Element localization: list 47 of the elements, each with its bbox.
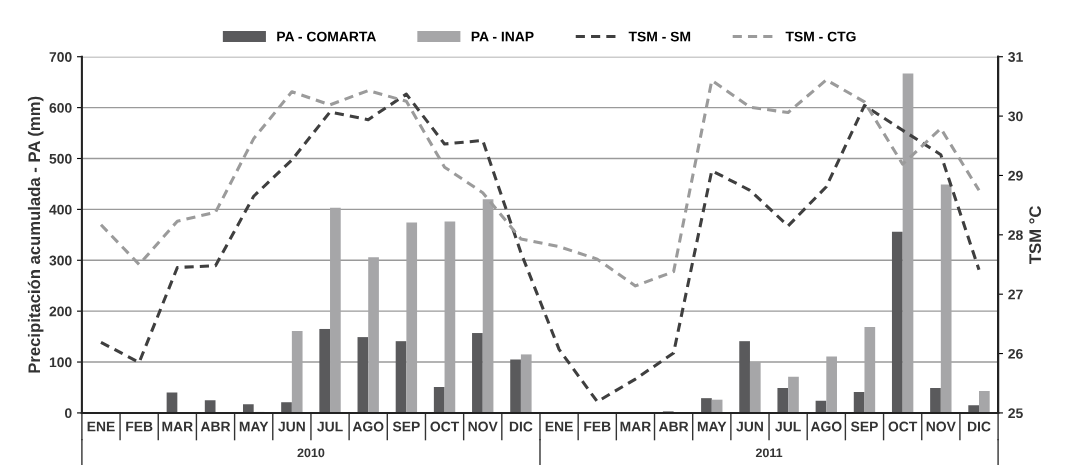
y-tick-label: 300 bbox=[49, 255, 72, 266]
y-tick-label: 600 bbox=[49, 102, 72, 113]
y2-tick-label: 29 bbox=[1008, 170, 1023, 181]
x-tick-label: MAY bbox=[697, 421, 727, 432]
y-tick-label: 500 bbox=[49, 153, 72, 164]
legend-label: PA - COMARTA bbox=[277, 31, 376, 42]
y-tick-label: 400 bbox=[49, 204, 72, 215]
x-tick-label: DIC bbox=[509, 421, 533, 432]
y2-tick-label: 25 bbox=[1008, 408, 1023, 419]
x-tick-label: ENE bbox=[87, 421, 115, 432]
y-tick-label: 700 bbox=[49, 52, 72, 62]
y2-tick-label: 28 bbox=[1008, 230, 1023, 240]
x-tick-label: FEB bbox=[584, 421, 611, 432]
x-tick-label: MAR bbox=[620, 421, 651, 432]
y-axis-title: Precipitación acumulada - PA (mm) bbox=[27, 96, 44, 373]
y2-axis-title: TSM °C bbox=[1029, 206, 1042, 264]
y-tick-label: 100 bbox=[49, 357, 72, 368]
x-tick-label: MAR bbox=[162, 421, 193, 432]
text: 2010 bbox=[297, 448, 325, 458]
legend-label: PA - INAP bbox=[471, 31, 534, 42]
legend-label: TSM - SM bbox=[628, 31, 691, 42]
x-tick-label: NOV bbox=[468, 421, 498, 432]
x-tick-label: DIC bbox=[967, 421, 991, 432]
text: 2011 bbox=[755, 448, 783, 458]
x-tick-label: SEP bbox=[392, 421, 420, 432]
y-tick-label: 200 bbox=[49, 306, 72, 317]
y2-tick-label: 30 bbox=[1008, 111, 1023, 122]
x-tick-label: JUL bbox=[317, 421, 343, 432]
x-tick-label: JUN bbox=[736, 421, 763, 432]
x-tick-label: AGO bbox=[352, 421, 384, 432]
legend-label: TSM - CTG bbox=[785, 31, 856, 42]
x-tick-label: AGO bbox=[810, 421, 842, 432]
x-tick-label: SEP bbox=[850, 421, 878, 432]
x-tick-label: ABR bbox=[200, 421, 231, 432]
x-tick-label: ENE bbox=[545, 421, 573, 432]
x-tick-label: MAY bbox=[239, 421, 269, 432]
x-tick-label: OCT bbox=[888, 421, 918, 432]
y2-tick-label: 26 bbox=[1008, 348, 1023, 359]
x-tick-label: ABR bbox=[658, 421, 689, 432]
y-tick-label: 0 bbox=[65, 408, 72, 419]
x-tick-label: OCT bbox=[430, 421, 460, 432]
x-tick-label: NOV bbox=[926, 421, 956, 432]
x-tick-label: JUL bbox=[775, 421, 801, 432]
x-tick-label: JUN bbox=[278, 421, 305, 432]
y2-tick-label: 27 bbox=[1008, 289, 1023, 300]
x-tick-label: FEB bbox=[126, 421, 153, 432]
y2-tick-label: 31 bbox=[1008, 52, 1023, 62]
